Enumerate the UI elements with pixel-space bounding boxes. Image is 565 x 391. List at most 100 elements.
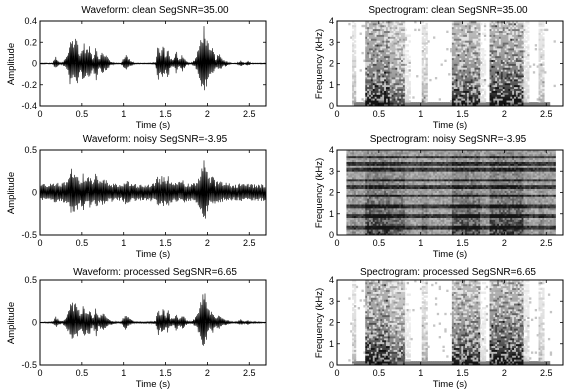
spectrogram-cell xyxy=(546,28,549,32)
spectrogram-cell xyxy=(372,94,376,97)
spectrogram-cell xyxy=(512,22,515,26)
spectrogram-cell xyxy=(348,219,351,222)
spectrogram-cell xyxy=(402,65,406,68)
spectrogram-cell xyxy=(369,59,372,62)
spectrogram-cell xyxy=(423,90,426,93)
spectrogram-cell xyxy=(406,223,409,226)
spectrogram-cell xyxy=(421,65,425,68)
chart-title: Waveform: noisy SegSNR=-3.95 xyxy=(83,134,228,145)
spectrogram-cell xyxy=(408,182,411,186)
spectrogram-cell xyxy=(389,223,393,226)
spectrogram-cell xyxy=(359,177,362,180)
spectrogram-cell xyxy=(538,59,541,62)
spectrogram-cell xyxy=(385,69,389,72)
spectrogram-cell xyxy=(451,49,455,53)
spectrogram-cell xyxy=(480,22,483,26)
spectrogram-cell xyxy=(372,150,376,153)
spectrogram-cell xyxy=(489,22,492,26)
spectrogram-cell xyxy=(493,104,496,107)
spectrogram-cell xyxy=(391,227,394,230)
spectrogram-cell xyxy=(504,92,507,95)
spectrogram-cell xyxy=(504,100,507,103)
spectrogram-cell xyxy=(369,92,372,95)
spectrogram-cell xyxy=(401,177,404,180)
spectrogram-cell xyxy=(406,229,409,232)
spectrogram-cell xyxy=(402,159,406,162)
spectrogram-cell xyxy=(497,61,500,64)
spectrogram-cell xyxy=(493,94,496,97)
spectrogram-cell xyxy=(527,104,530,107)
spectrogram-cell xyxy=(527,22,530,26)
spectrogram-cell xyxy=(423,80,426,84)
spectrogram-cell xyxy=(508,82,511,86)
spectrogram-cell xyxy=(538,53,541,57)
spectrogram-cell xyxy=(369,100,372,103)
spectrogram-cell xyxy=(361,157,364,161)
spectrogram-cell xyxy=(387,223,391,226)
spectrogram-cell xyxy=(374,151,377,155)
spectrogram-cell xyxy=(395,215,398,219)
spectrogram-cell xyxy=(395,221,398,224)
spectrogram-cell xyxy=(408,200,411,203)
spectrogram-cell xyxy=(478,80,481,84)
spectrogram-cell xyxy=(389,157,393,161)
spectrogram-cell xyxy=(408,217,411,220)
spectrogram-cell xyxy=(357,192,360,195)
spectrogram-cell xyxy=(470,75,473,78)
spectrogram-cell xyxy=(393,90,396,93)
spectrogram-cell xyxy=(508,98,511,101)
spectrogram-cell xyxy=(346,213,349,217)
spectrogram-cell xyxy=(542,73,545,76)
spectrogram-cell xyxy=(457,65,460,68)
spectrogram-cell xyxy=(542,98,545,101)
spectrogram-cell xyxy=(367,167,370,170)
spectrogram-cell xyxy=(391,102,394,105)
spectrogram-cell xyxy=(497,69,500,72)
spectrogram-cell xyxy=(401,22,404,26)
spectrogram-cell xyxy=(367,173,370,176)
spectrogram-cell xyxy=(455,38,458,41)
spectrogram-cell xyxy=(402,206,406,209)
spectrogram-cell xyxy=(512,57,515,61)
spectrogram-cell xyxy=(491,80,494,84)
spectrogram-cell xyxy=(527,36,530,39)
spectrogram-cell xyxy=(402,184,406,188)
spectrogram-cell xyxy=(370,36,374,39)
spectrogram-cell xyxy=(365,196,368,199)
spectrogram-cell xyxy=(408,151,411,155)
spectrogram-cell xyxy=(523,96,526,99)
spectrogram-cell xyxy=(453,100,457,103)
spectrogram-cell xyxy=(472,63,475,66)
spectrogram-cell xyxy=(353,86,357,90)
spectrogram-cell xyxy=(455,104,458,107)
spectrogram-cell xyxy=(384,42,387,45)
spectrogram-cell xyxy=(406,209,409,213)
spectrogram-cell xyxy=(466,44,470,47)
spectrogram-cell xyxy=(346,229,349,232)
spectrogram-cell xyxy=(363,184,366,188)
spectrogram-cell xyxy=(512,73,515,76)
spectrogram-cell xyxy=(470,22,473,26)
spectrogram-cell xyxy=(399,73,402,76)
spectrogram-cell xyxy=(369,173,372,176)
spectrogram-cell xyxy=(348,184,351,188)
spectrogram-cell xyxy=(433,104,436,107)
spectrogram-cell xyxy=(399,153,402,157)
spectrogram-cell xyxy=(397,36,400,39)
spectrogram-cell xyxy=(508,30,511,33)
spectrogram-cell xyxy=(470,94,473,97)
spectrogram-cell xyxy=(397,217,400,220)
spectrogram-cell xyxy=(521,104,524,107)
spectrogram-cell xyxy=(367,48,370,51)
spectrogram-cell xyxy=(402,200,406,203)
spectrogram-cell xyxy=(546,104,549,107)
waveform-plot xyxy=(39,26,267,91)
spectrogram-cell xyxy=(493,100,496,103)
spectrogram-cell xyxy=(468,71,472,74)
spectrogram-cell xyxy=(355,151,359,155)
spectrogram-cell xyxy=(352,221,355,224)
spectrogram-cell xyxy=(387,169,391,172)
spectrogram-cell xyxy=(423,86,426,90)
spectrogram-cell xyxy=(376,59,379,62)
spectrogram-cell xyxy=(380,59,383,62)
